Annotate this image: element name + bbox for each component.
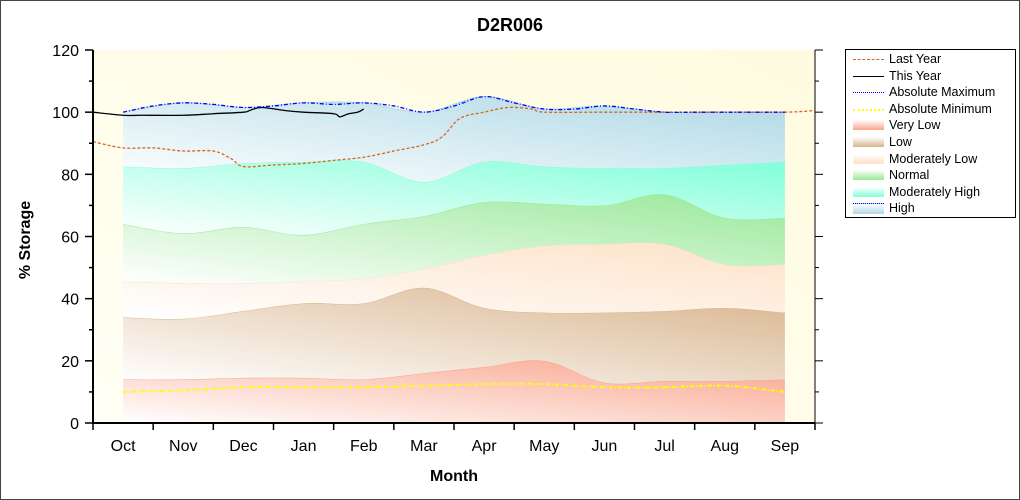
legend-label: Absolute Minimum <box>889 101 992 116</box>
x-tick-label: Aug <box>711 438 739 455</box>
legend-item-moderately-high: Moderately High <box>846 184 1015 200</box>
band-moderately-high <box>123 160 785 235</box>
legend-swatch <box>853 153 884 164</box>
legend-swatch <box>853 59 884 60</box>
y-tick-label: 80 <box>61 167 79 184</box>
legend-item-last-year: Last Year <box>846 51 1015 67</box>
legend-swatch <box>853 92 884 94</box>
legend-swatch <box>853 137 884 147</box>
legend-swatch <box>853 108 884 111</box>
legend-item-this-year: This Year <box>846 68 1015 84</box>
x-tick-label: Feb <box>350 438 378 455</box>
legend-swatch <box>853 186 884 197</box>
legend-item-low: Low <box>846 134 1015 150</box>
legend-item-absolute-minimum: Absolute Minimum <box>846 101 1015 117</box>
legend-label: Last Year <box>889 52 942 66</box>
chart-title: D2R006 <box>477 15 543 35</box>
legend-item-very-low: Very Low <box>846 117 1015 133</box>
legend-label: Very Low <box>889 118 941 133</box>
y-tick-label: 40 <box>61 292 79 309</box>
x-tick-label: Nov <box>169 438 197 455</box>
legend-label: Low <box>889 135 912 149</box>
x-tick-label: Dec <box>229 438 257 455</box>
series-absolute-minimum <box>123 382 786 393</box>
x-tick-label: Oct <box>111 438 136 455</box>
y-tick-label: 100 <box>52 105 79 122</box>
x-tick-label: Jun <box>592 438 618 455</box>
legend-swatch <box>853 75 884 77</box>
band-moderately-low <box>123 242 785 320</box>
legend: Last Year This Year Absolute Maximum Absolu… <box>845 49 1016 218</box>
y-tick-label: 20 <box>61 354 79 371</box>
series-absolute-maximum <box>122 95 785 114</box>
x-tick-label: Jul <box>654 438 674 455</box>
legend-item-absolute-maximum: Absolute Maximum <box>846 84 1015 100</box>
series-this-year <box>92 106 365 118</box>
legend-item-high: High <box>846 200 1015 216</box>
legend-label: Moderately High <box>889 184 981 199</box>
band-edge <box>123 193 785 236</box>
legend-label: Absolute Maximum <box>889 85 996 100</box>
legend-item-moderately-low: Moderately Low <box>846 151 1015 167</box>
x-tick-label: Mar <box>410 438 438 455</box>
y-tick-label: 60 <box>61 230 79 247</box>
legend-label: This Year <box>889 68 942 83</box>
y-tick-label: 120 <box>52 43 79 60</box>
series-last-year <box>92 106 816 168</box>
x-tick-label: May <box>529 438 559 455</box>
x-tick-label: Sep <box>771 438 800 455</box>
band-high <box>123 96 785 183</box>
y-tick-label: 0 <box>70 416 79 433</box>
band-normal <box>123 194 785 284</box>
legend-label: High <box>889 201 915 216</box>
legend-swatch <box>853 120 884 131</box>
x-tick-label: Apr <box>472 438 498 455</box>
x-axis-label: Month <box>430 468 478 485</box>
legend-label: Moderately Low <box>889 151 978 166</box>
legend-label: Normal <box>889 168 930 183</box>
band-low <box>123 287 785 384</box>
x-tick-label: Jan <box>291 438 317 455</box>
legend-swatch <box>853 170 884 181</box>
y-axis-label: % Storage <box>17 201 34 279</box>
band-very-low <box>123 360 785 423</box>
legend-item-normal: Normal <box>846 167 1015 183</box>
legend-swatch <box>853 203 884 215</box>
